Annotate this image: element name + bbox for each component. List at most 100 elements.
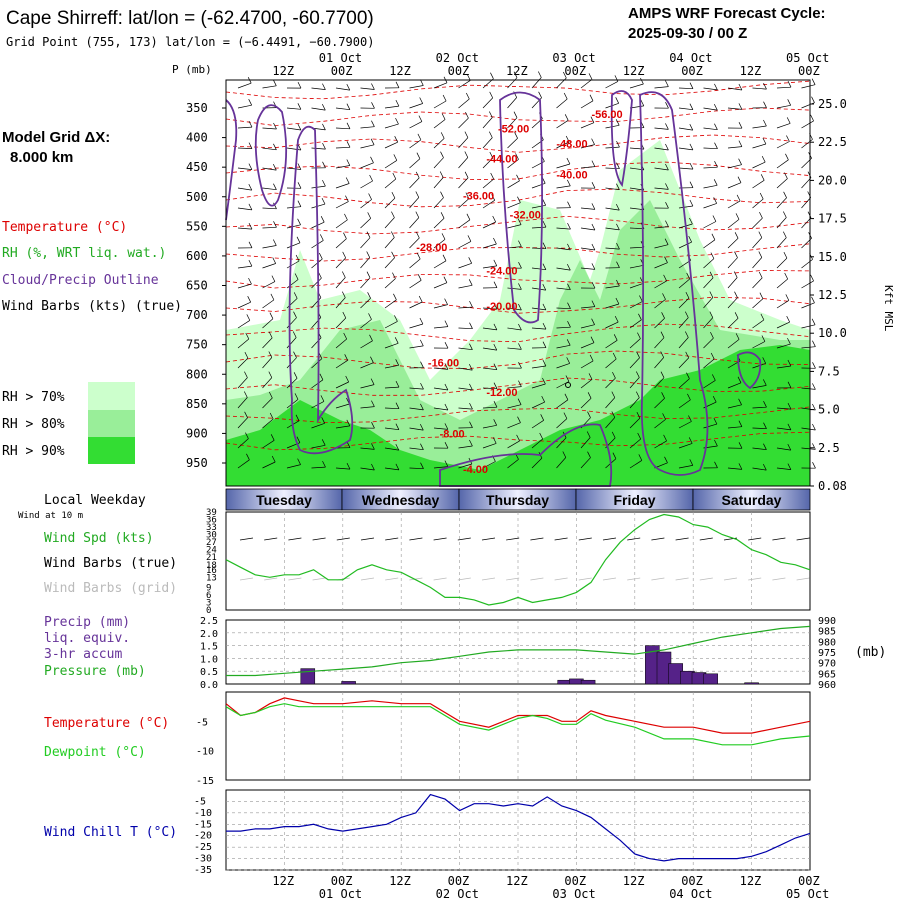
pressure-tick-label: 975 bbox=[818, 648, 836, 659]
bottom-hour-label: 00Z bbox=[448, 874, 470, 888]
kft-tick-label: 22.5 bbox=[818, 135, 847, 149]
top-hour-label: 00Z bbox=[448, 64, 470, 78]
top-hour-label: 12Z bbox=[272, 64, 294, 78]
legend-liq-equiv: liq. equiv. bbox=[44, 631, 130, 646]
wind-chill-tick-label: -15 bbox=[194, 819, 212, 830]
precip-tick-label: 2.5 bbox=[200, 616, 218, 627]
kft-tick-label: 2.5 bbox=[818, 441, 840, 455]
precip-bar bbox=[704, 674, 718, 684]
model-grid-title: Model Grid ΔX: bbox=[2, 129, 110, 146]
top-hour-label: 00Z bbox=[331, 64, 353, 78]
pressure-tick-label: 960 bbox=[818, 680, 836, 691]
legend-rh70: RH > 70% bbox=[2, 390, 65, 405]
cross-section-wind-barb-flag bbox=[812, 443, 815, 449]
bottom-hour-label: 00Z bbox=[564, 874, 586, 888]
rh80-swatch bbox=[88, 410, 135, 437]
temperature-tick-label: -5 bbox=[196, 717, 208, 728]
legend-pressure: Pressure (mb) bbox=[44, 664, 146, 679]
top-hour-label: 00Z bbox=[798, 64, 820, 78]
top-hour-label: 12Z bbox=[740, 64, 762, 78]
wind-chill-tick-label: -25 bbox=[194, 842, 212, 853]
legend-wind-chill: Wind Chill T (°C) bbox=[44, 825, 177, 840]
legend-rh90: RH > 90% bbox=[2, 444, 65, 459]
precip-tick-label: 0.0 bbox=[200, 680, 218, 691]
precip-tick-label: 0.5 bbox=[200, 667, 218, 678]
cross-section-panel: -56.00-52.00-48.00-44.00-40.00-36.00-32.… bbox=[186, 72, 847, 494]
pressure-tick-label: 650 bbox=[186, 279, 208, 293]
precip-tick-label: 2.0 bbox=[200, 629, 218, 640]
pressure-tick-label: 500 bbox=[186, 190, 208, 204]
temperature-contour-label: -40.00 bbox=[556, 169, 587, 181]
precip-bar bbox=[581, 680, 595, 684]
top-hour-label: 12Z bbox=[623, 64, 645, 78]
top-hour-label: 12Z bbox=[506, 64, 528, 78]
precip-bar bbox=[745, 683, 759, 684]
legend-rh80: RH > 80% bbox=[2, 417, 65, 432]
wind-speed-tick-label: 39 bbox=[206, 508, 217, 518]
pressure-tick-label: 550 bbox=[186, 219, 208, 233]
top-hour-label: 00Z bbox=[564, 64, 586, 78]
top-date-label: 02 Oct bbox=[436, 51, 479, 65]
model-grid-value: 8.000 km bbox=[10, 149, 73, 166]
cross-section-wind-barb-flag bbox=[812, 319, 815, 325]
station-title: Cape Shirreff: lat/lon = (-62.4700, -60.… bbox=[6, 8, 374, 29]
weekday-label: Friday bbox=[613, 492, 655, 508]
precip-tick-label: 1.5 bbox=[200, 642, 218, 653]
legend-wind-spd: Wind Spd (kts) bbox=[44, 531, 154, 546]
cross-section-wind-barb-flag bbox=[812, 341, 815, 347]
bottom-hour-label: 12Z bbox=[389, 874, 411, 888]
kft-tick-label: 12.5 bbox=[818, 288, 847, 302]
temperature-tick-label: -10 bbox=[196, 747, 214, 758]
legend-wind-barbs-grid: Wind Barbs (grid) bbox=[44, 581, 177, 596]
kft-tick-label: 7.5 bbox=[818, 364, 840, 378]
wind-chill-tick-label: -30 bbox=[194, 854, 212, 865]
temperature-contour-label: -52.00 bbox=[498, 124, 529, 136]
kft-tick-label: 17.5 bbox=[818, 212, 847, 226]
cross-section-wind-barb-flag bbox=[811, 115, 814, 121]
cross-section-wind-barb-flag bbox=[490, 73, 493, 79]
pressure-tick-label: 400 bbox=[186, 131, 208, 145]
grid-point-label: Grid Point (755, 173) lat/lon = (−6.4491… bbox=[6, 35, 374, 49]
temperature-contour-label: -48.00 bbox=[556, 139, 587, 151]
bottom-hour-label: 12Z bbox=[272, 874, 294, 888]
legend-cloud: Cloud/Precip Outline bbox=[2, 273, 159, 288]
kft-tick-label: 0.08 bbox=[818, 479, 847, 493]
top-date-label: 01 Oct bbox=[319, 51, 362, 65]
temperature-contour-label: -20.00 bbox=[486, 301, 517, 313]
kft-tick-label: 5.0 bbox=[818, 403, 840, 417]
temperature-contour-label: -28.00 bbox=[416, 242, 447, 254]
temperature-contour-label: -4.00 bbox=[463, 464, 488, 476]
bottom-date-label: 02 Oct bbox=[436, 887, 479, 900]
weekday-label: Tuesday bbox=[256, 492, 312, 508]
cross-section-wind-barb-flag bbox=[812, 424, 815, 430]
cross-section-wind-barb-flag bbox=[811, 275, 814, 281]
top-date-label: 05 Oct bbox=[786, 51, 829, 65]
temperature-contour-label: -8.00 bbox=[440, 428, 465, 440]
legend-precip: Precip (mm) bbox=[44, 615, 130, 630]
precip-bar bbox=[342, 681, 356, 684]
top-date-label: 03 Oct bbox=[552, 51, 595, 65]
pressure-tick-label: 700 bbox=[186, 308, 208, 322]
bottom-hour-label: 00Z bbox=[798, 874, 820, 888]
legend-temperature: Temperature (°C) bbox=[2, 220, 127, 235]
cross-section-wind-barb-flag bbox=[812, 97, 815, 103]
wind-chill-tick-label: -35 bbox=[194, 865, 212, 876]
temperature-contour-label: -12.00 bbox=[486, 387, 517, 399]
bottom-hour-label: 00Z bbox=[331, 874, 353, 888]
cross-section-wind-barb-flag bbox=[813, 462, 816, 468]
pressure-tick-label: 985 bbox=[818, 627, 836, 638]
pressure-tick-label: 450 bbox=[186, 160, 208, 174]
temperature-contour-label: -32.00 bbox=[510, 210, 541, 222]
bottom-hour-label: 00Z bbox=[681, 874, 703, 888]
wind-speed-tick-label: 9 bbox=[206, 583, 211, 593]
pressure-tick-label: 350 bbox=[186, 101, 208, 115]
temperature-contour-label: -36.00 bbox=[463, 191, 494, 203]
pressure-tick-label: 950 bbox=[186, 456, 208, 470]
time-series-panels: 0369131618212427303336390.00.51.01.52.02… bbox=[194, 508, 836, 876]
cycle-label: AMPS WRF Forecast Cycle: bbox=[628, 5, 826, 22]
pressure-tick-label: 750 bbox=[186, 338, 208, 352]
cross-section-wind-barb-flag bbox=[589, 73, 592, 79]
legend-rh: RH (%, WRT liq. wat.) bbox=[2, 246, 166, 261]
pressure-tick-label: 965 bbox=[818, 669, 836, 680]
